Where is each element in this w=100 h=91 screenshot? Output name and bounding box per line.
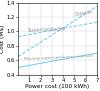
X-axis label: Power cost (100 kWh): Power cost (100 kWh) — [25, 84, 90, 89]
Text: Copper: Copper — [74, 10, 94, 17]
Text: Superconductor: Superconductor — [27, 26, 66, 33]
Y-axis label: Cost (M$): Cost (M$) — [0, 24, 5, 53]
Text: Moving superconductor canister: Moving superconductor canister — [24, 54, 94, 61]
